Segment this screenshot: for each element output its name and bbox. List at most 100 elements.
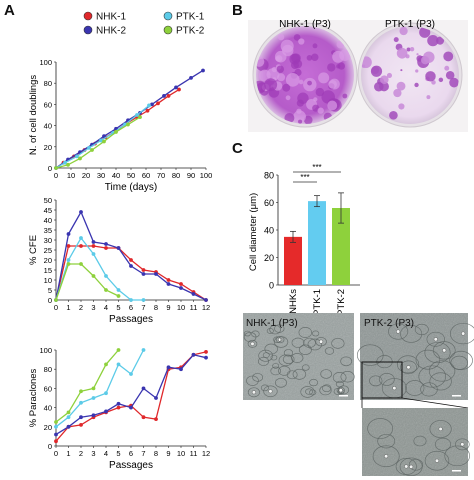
plate-right <box>361 26 459 124</box>
data-point-nhk-2 <box>104 409 108 414</box>
x-tick-label: 3 <box>91 449 95 458</box>
category-label: NHKs <box>288 289 299 314</box>
colony <box>423 51 435 63</box>
data-point-ptk-1 <box>141 298 146 302</box>
cell <box>449 350 473 370</box>
y-axis-label: Cell diameter (μm) <box>248 193 259 271</box>
bright-cell <box>442 348 447 353</box>
x-tick-label: 70 <box>157 171 165 180</box>
cell <box>340 371 355 383</box>
data-point-nhk-2 <box>54 432 58 437</box>
colony <box>298 38 305 45</box>
colony <box>318 72 330 84</box>
data-point-ptk-1 <box>129 298 133 302</box>
legend-label-3: PTK-2 <box>176 26 205 37</box>
data-point-ptk-2 <box>114 130 118 134</box>
colony <box>370 65 383 77</box>
series-line-ptk-2 <box>55 116 141 169</box>
colony <box>393 88 402 98</box>
x-tick-label: 9 <box>166 303 170 312</box>
x-tick-label: 5 <box>116 449 120 458</box>
series-line-ptk-2 <box>55 349 119 423</box>
cell <box>264 343 278 355</box>
bright-cell <box>461 331 466 336</box>
colony <box>419 26 431 38</box>
data-point-nhk-1 <box>166 94 171 98</box>
cell <box>332 371 347 384</box>
data-point-ptk-2 <box>90 148 94 152</box>
colonies-right <box>361 26 459 120</box>
colony <box>415 69 419 73</box>
data-point-nhk-2 <box>116 401 121 406</box>
colony <box>315 87 325 97</box>
data-point-nhk-2 <box>129 264 133 268</box>
culture-plate-images: NHK-1 (P3) PTK-1 (P3) <box>248 19 468 132</box>
y-tick-label: 5 <box>48 286 52 295</box>
x-axis-label: Passages <box>109 460 153 471</box>
data-point-ptk-2 <box>66 410 71 415</box>
cell <box>258 349 274 362</box>
data-point-nhk-1 <box>156 101 160 106</box>
x-tick-label: 2 <box>79 303 83 312</box>
colony <box>445 70 455 80</box>
y-tick-label: 40 <box>264 226 274 236</box>
bright-cell <box>433 337 438 342</box>
legend: NHK-1 NHK-2 PTK-1 PTK-2 <box>83 11 205 37</box>
data-point-nhk-1 <box>141 415 146 420</box>
data-point-nhk-2 <box>150 102 154 107</box>
x-tick-label: 7 <box>141 449 145 458</box>
data-point-nhk-2 <box>179 367 183 372</box>
cell <box>369 375 383 387</box>
y-tick-label: 15 <box>44 266 52 275</box>
data-point-nhk-2 <box>66 232 71 236</box>
cell <box>321 384 332 393</box>
bright-cell <box>251 390 256 395</box>
cell <box>331 337 345 349</box>
cell <box>260 384 269 392</box>
x-tick-label: 6 <box>129 449 133 458</box>
data-point-nhk-2 <box>166 282 171 286</box>
legend-marker-2 <box>163 11 173 21</box>
colony <box>431 80 436 85</box>
data-point-ptk-2 <box>91 386 96 391</box>
colony <box>425 71 436 82</box>
x-tick-label: 1 <box>66 449 70 458</box>
x-tick-label: 40 <box>112 171 120 180</box>
y-tick-label: 60 <box>264 198 274 208</box>
data-point-nhk-2 <box>66 424 71 429</box>
inset-marker-box <box>361 361 403 399</box>
colony <box>342 93 348 99</box>
data-point-nhk-2 <box>141 272 146 276</box>
micrograph-left-cells <box>243 324 355 398</box>
data-point-nhk-2 <box>201 68 205 73</box>
colony <box>328 79 337 89</box>
bright-cell <box>404 464 409 469</box>
x-tick-label: 4 <box>104 303 108 312</box>
cell <box>434 437 452 451</box>
x-tick-label: 3 <box>91 303 95 312</box>
cell <box>298 327 313 338</box>
bright-cell <box>434 458 439 463</box>
x-axis-label: Passages <box>109 314 153 325</box>
data-point-ptk-1 <box>141 348 146 352</box>
cell <box>388 323 409 340</box>
colony <box>398 103 405 110</box>
data-point-ptk-1 <box>104 274 108 278</box>
micrograph-right-cells <box>356 322 474 399</box>
data-point-nhk-2 <box>116 246 121 250</box>
x-tick-label: 12 <box>202 303 210 312</box>
cell <box>426 331 445 347</box>
data-point-nhk-2 <box>204 298 208 302</box>
cell <box>301 364 310 371</box>
cell <box>356 344 384 366</box>
cell <box>424 342 451 364</box>
colony <box>327 100 338 111</box>
data-point-ptk-1 <box>79 236 83 240</box>
cell <box>415 349 441 370</box>
category-label: PTK-1 <box>312 289 323 316</box>
colony <box>293 34 301 41</box>
y-tick-label: 0 <box>48 442 52 451</box>
bar-ptk-1 <box>308 201 326 285</box>
colony <box>438 77 444 83</box>
data-point-ptk-2 <box>126 122 130 127</box>
